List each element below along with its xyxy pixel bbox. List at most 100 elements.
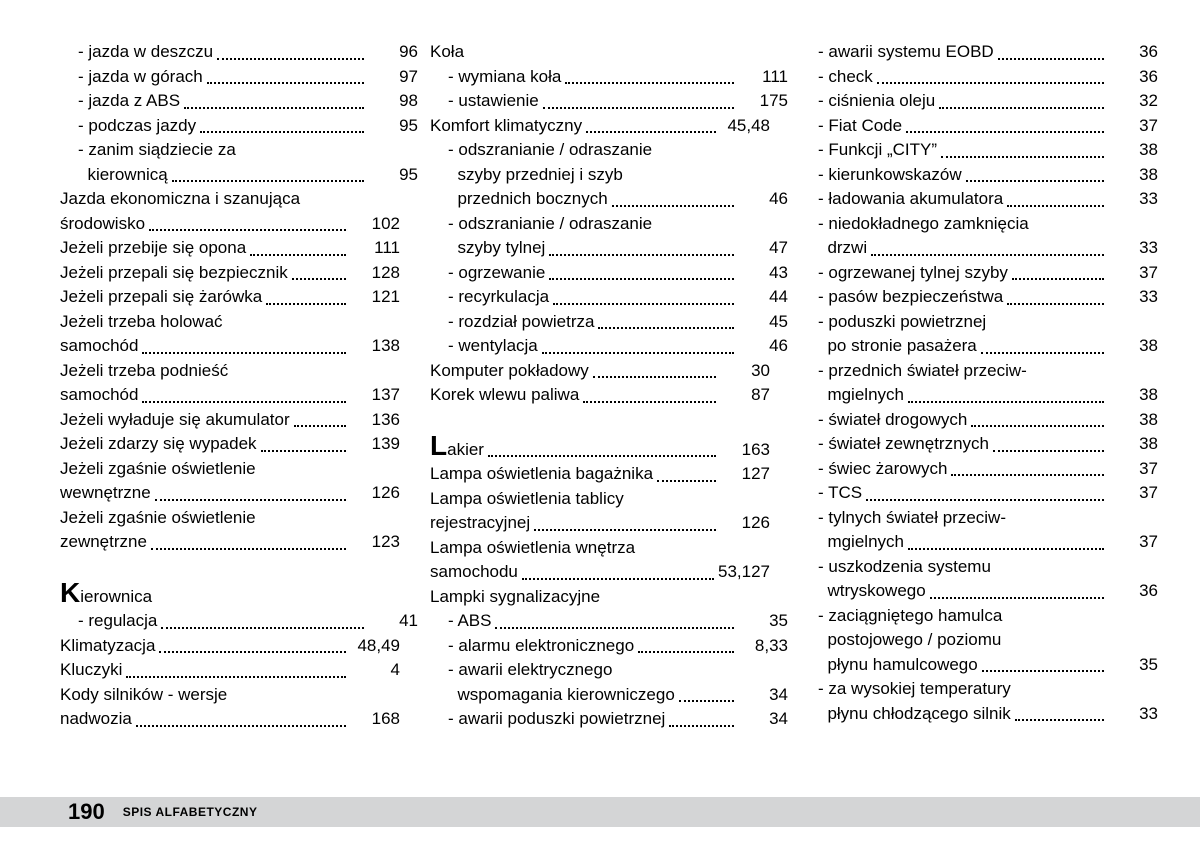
index-entry-head: szyby przedniej i szyb — [430, 163, 770, 188]
entry-page: 138 — [350, 334, 400, 359]
entry-page: 38 — [1108, 432, 1158, 457]
index-entry: rejestracyjnej126 — [430, 511, 770, 536]
index-entry: zewnętrzne123 — [60, 530, 400, 555]
index-entry: - jazda z ABS98 — [60, 89, 418, 114]
leader-dots — [207, 81, 364, 84]
entry-page: 37 — [1108, 114, 1158, 139]
index-entry: po stronie pasażera38 — [800, 334, 1158, 359]
index-entry: Jeżeli przepali się żarówka121 — [60, 285, 400, 310]
leader-dots — [292, 277, 346, 280]
leader-dots — [565, 81, 734, 84]
entry-page: 87 — [720, 383, 770, 408]
entry-page: 96 — [368, 40, 418, 65]
entry-page: 37 — [1108, 530, 1158, 555]
entry-page: 139 — [350, 432, 400, 457]
entry-label: samochodu — [430, 560, 518, 585]
leader-dots — [549, 253, 734, 256]
page-footer: 190 SPIS ALFABETYCZNY — [0, 797, 1200, 827]
index-entry: - kierunkowskazów38 — [800, 163, 1158, 188]
entry-label: - pasów bezpieczeństwa — [818, 285, 1003, 310]
index-page: - jazda w deszczu 96- jazda w górach97- j… — [0, 0, 1200, 732]
leader-dots — [1007, 302, 1104, 305]
index-entry-head: - odszranianie / odraszanie — [430, 212, 770, 237]
footer-title: SPIS ALFABETYCZNY — [123, 805, 258, 819]
index-entry-head: - za wysokiej temperatury — [800, 677, 1140, 702]
index-entry-head: Koła — [430, 40, 770, 65]
leader-dots — [261, 449, 346, 452]
entry-page: 44 — [738, 285, 788, 310]
index-entry-head: - przednich świateł przeciw- — [800, 359, 1140, 384]
entry-label: Kluczyki — [60, 658, 122, 683]
leader-dots — [522, 577, 714, 580]
column-1: - jazda w deszczu96- jazda w górach97- j… — [60, 40, 400, 732]
leader-dots — [1007, 204, 1104, 207]
entry-label: Jeżeli zdarzy się wypadek — [60, 432, 257, 457]
entry-page: 35 — [738, 609, 788, 634]
entry-label: Jeżeli przepali się bezpiecznik — [60, 261, 288, 286]
entry-label: zewnętrzne — [60, 530, 147, 555]
entry-page: 36 — [1108, 65, 1158, 90]
index-entry: - ogrzewanie43 — [430, 261, 788, 286]
entry-label: samochód — [60, 383, 138, 408]
entry-page: 36 — [1108, 579, 1158, 604]
leader-dots — [906, 130, 1104, 133]
index-entry-head: Jeżeli trzeba podnieść — [60, 359, 400, 384]
leader-dots — [679, 699, 734, 702]
index-entry: - jazda w górach97 — [60, 65, 418, 90]
leader-dots — [184, 106, 364, 109]
index-entry: - ABS35 — [430, 609, 788, 634]
index-entry: - ładowania akumulatora33 — [800, 187, 1158, 212]
leader-dots — [612, 204, 734, 207]
entry-page: 46 — [738, 334, 788, 359]
index-entry: - jazda w deszczu 96 — [60, 40, 418, 65]
leader-dots — [495, 626, 734, 629]
index-entry: wewnętrzne126 — [60, 481, 400, 506]
index-entry: - wymiana koła111 — [430, 65, 788, 90]
leader-dots — [488, 454, 716, 457]
entry-page: 33 — [1108, 236, 1158, 261]
entry-page: 111 — [350, 236, 400, 261]
entry-label: - jazda w deszczu — [78, 40, 213, 65]
entry-label: wtryskowego — [818, 579, 926, 604]
leader-dots — [908, 547, 1104, 550]
index-entry: szyby tylnej47 — [430, 236, 788, 261]
leader-dots — [250, 253, 346, 256]
entry-label: wspomagania kierowniczego — [448, 683, 675, 708]
entry-label: - ustawienie — [448, 89, 539, 114]
leader-dots — [908, 400, 1104, 403]
index-entry-head: Lampki sygnalizacyjne — [430, 585, 770, 610]
entry-page: 175 — [738, 89, 788, 114]
index-entry: przednich bocznych46 — [430, 187, 788, 212]
index-entry-head: Jeżeli zgaśnie oświetlenie — [60, 457, 400, 482]
index-entry: - regulacja 41 — [60, 609, 418, 634]
entry-label: płynu hamulcowego — [818, 653, 978, 678]
leader-dots — [669, 724, 734, 727]
entry-label: - regulacja — [78, 609, 157, 634]
leader-dots — [866, 498, 1104, 501]
index-entry-head: - niedokładnego zamknięcia — [800, 212, 1140, 237]
entry-page: 41 — [368, 609, 418, 634]
index-entry-head: - zanim siądziecie za — [60, 138, 400, 163]
entry-page: 46 — [738, 187, 788, 212]
entry-page: 32 — [1108, 89, 1158, 114]
entry-label: - podczas jazdy — [78, 114, 196, 139]
leader-dots — [930, 596, 1104, 599]
leader-dots — [657, 479, 716, 482]
leader-dots — [583, 400, 716, 403]
index-entry: mgielnych37 — [800, 530, 1158, 555]
entry-page: 126 — [350, 481, 400, 506]
entry-page: 37 — [1108, 481, 1158, 506]
index-entry: - świateł drogowych38 — [800, 408, 1158, 433]
entry-page: 43 — [738, 261, 788, 286]
entry-label: - wentylacja — [448, 334, 538, 359]
leader-dots — [877, 81, 1104, 84]
index-entry: Klimatyzacja48,49 — [60, 634, 400, 659]
entry-page: 38 — [1108, 334, 1158, 359]
column-2: Koła- wymiana koła111- ustawienie175Komf… — [430, 40, 770, 732]
leader-dots — [142, 400, 346, 403]
entry-page: 121 — [350, 285, 400, 310]
index-entry: - check36 — [800, 65, 1158, 90]
leader-dots — [586, 130, 716, 133]
entry-label: - jazda z ABS — [78, 89, 180, 114]
leader-dots — [982, 669, 1104, 672]
